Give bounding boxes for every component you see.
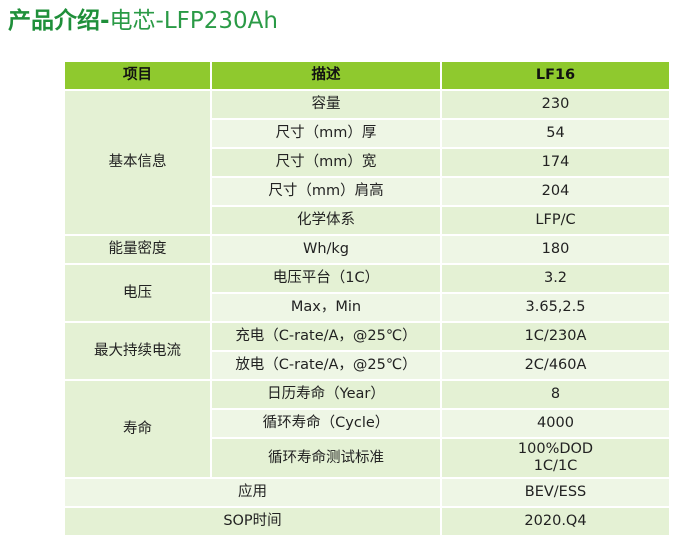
table-row: 基本信息 容量 230: [63, 89, 671, 236]
desc-cell: 电压平台（1C）: [210, 263, 442, 294]
value-cell: 3.2: [440, 263, 671, 294]
desc-cell: 尺寸（mm）厚: [210, 118, 442, 149]
desc-cell: 循环寿命测试标准: [210, 437, 442, 479]
footer-value-cell: BEV/ESS: [440, 477, 671, 508]
table-row: 尺寸（mm）宽 174: [64, 147, 671, 178]
value-cell: 2C/460A: [440, 350, 671, 381]
footer-label-cell: 应用: [63, 477, 442, 508]
value-cell: 204: [440, 176, 671, 207]
desc-cell: 尺寸（mm）宽: [210, 147, 442, 178]
desc-cell: 充电（C-rate/A，@25℃）: [210, 321, 442, 352]
table-row: 能量密度 Wh/kg 180: [63, 234, 671, 265]
table-row: Max，Min 3.65,2.5: [64, 292, 671, 323]
footer-label-cell: SOP时间: [63, 506, 442, 537]
value-cell: 8: [440, 379, 671, 410]
footer-value-cell: 2020.Q4: [440, 506, 671, 537]
page-title-bold: 产品介绍-: [8, 8, 110, 34]
value-cell: 4000: [440, 408, 671, 439]
value-cell: 100%DOD 1C/1C: [440, 437, 671, 479]
value-cell: 230: [440, 89, 671, 120]
table-row: 寿命 日历寿命（Year） 8: [63, 379, 671, 479]
table-row: 循环寿命（Cycle） 4000: [64, 408, 671, 439]
table-row: 尺寸（mm）厚 54: [64, 118, 671, 149]
category-cell: 最大持续电流: [63, 321, 212, 381]
value-cell: 54: [440, 118, 671, 149]
desc-cell: 放电（C-rate/A，@25℃）: [210, 350, 442, 381]
table-row: 化学体系 LFP/C: [64, 205, 671, 236]
table-row: 循环寿命测试标准 100%DOD 1C/1C: [64, 437, 671, 479]
desc-cell: 尺寸（mm）肩高: [210, 176, 442, 207]
category-cell: 寿命: [63, 379, 212, 479]
header-model: LF16: [440, 60, 671, 91]
table-row: 放电（C-rate/A，@25℃） 2C/460A: [64, 350, 671, 381]
table-row: 尺寸（mm）肩高 204: [64, 176, 671, 207]
table-row: 应用 BEV/ESS: [63, 477, 671, 508]
value-cell: 174: [440, 147, 671, 178]
spec-table: 项目 描述 LF16 基本信息 容量 230 尺寸（mm）厚 54 尺寸（mm）…: [63, 60, 671, 537]
desc-cell: 化学体系: [210, 205, 442, 236]
table-row: SOP时间 2020.Q4: [63, 506, 671, 537]
desc-cell: 容量: [210, 89, 442, 120]
category-cell: 能量密度: [63, 234, 212, 265]
desc-cell: Wh/kg: [210, 234, 442, 265]
desc-cell: 循环寿命（Cycle）: [210, 408, 442, 439]
value-cell: LFP/C: [440, 205, 671, 236]
page-title-regular: 电芯-LFP230Ah: [109, 8, 278, 34]
table-header-row: 项目 描述 LF16: [63, 60, 671, 91]
value-cell: 3.65,2.5: [440, 292, 671, 323]
page-title: 产品介绍-电芯-LFP230Ah: [8, 4, 278, 38]
value-cell: 1C/230A: [440, 321, 671, 352]
desc-cell: 日历寿命（Year）: [210, 379, 442, 410]
header-item: 项目: [63, 60, 212, 91]
table-row: 最大持续电流 充电（C-rate/A，@25℃） 1C/230A: [63, 321, 671, 381]
desc-cell: Max，Min: [210, 292, 442, 323]
header-description: 描述: [210, 60, 442, 91]
category-cell: 电压: [63, 263, 212, 323]
category-cell: 基本信息: [63, 89, 212, 236]
value-cell: 180: [440, 234, 671, 265]
table-row: 电压 电压平台（1C） 3.2: [63, 263, 671, 323]
